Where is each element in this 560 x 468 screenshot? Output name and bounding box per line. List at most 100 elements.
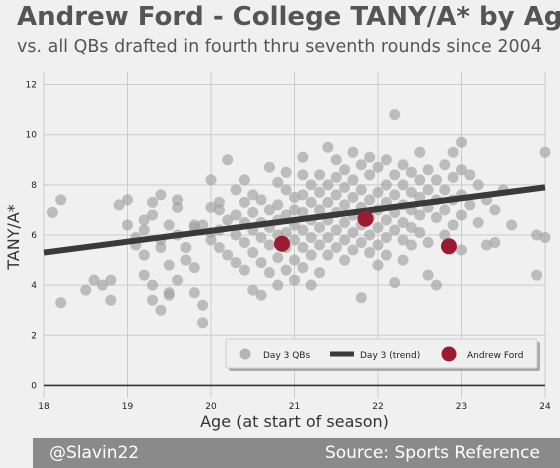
data-point-208 (472, 179, 484, 191)
x-axis-label: Age (at start of season) (200, 412, 389, 431)
footer-bar: @Slavin22 Source: Sports Reference (33, 438, 560, 468)
data-point-111 (314, 221, 326, 233)
data-point-15 (138, 249, 150, 261)
data-point-151 (372, 186, 384, 198)
data-point-216 (531, 229, 543, 241)
data-point-163 (389, 169, 401, 181)
legend-label-ford: Andrew Ford (467, 351, 523, 361)
data-point-112 (314, 239, 326, 251)
y-axis-label: TANY/A* (4, 204, 23, 271)
data-point-107 (305, 279, 317, 291)
data-point-183 (414, 226, 426, 238)
data-point-54 (230, 209, 242, 221)
data-point-149 (364, 247, 376, 259)
data-point-5 (96, 279, 108, 291)
data-point-189 (430, 174, 442, 186)
data-point-136 (347, 226, 359, 238)
data-point-17 (147, 209, 159, 221)
data-point-115 (322, 179, 334, 191)
chart-title: Andrew Ford - College TANY/A* by Age (17, 2, 560, 32)
data-point-155 (372, 259, 384, 271)
data-point-177 (405, 221, 417, 233)
data-point-167 (389, 277, 401, 289)
data-point-146 (364, 194, 376, 206)
data-point-193 (439, 159, 451, 171)
data-point-172 (397, 234, 409, 246)
data-point-38 (188, 287, 200, 299)
data-point-9 (122, 194, 133, 206)
data-point-58 (238, 196, 250, 208)
data-point-133 (347, 174, 359, 186)
data-point-72 (263, 161, 275, 173)
data-point-215 (506, 219, 518, 231)
data-point-103 (305, 196, 317, 208)
data-point-139 (355, 184, 367, 196)
data-point-50 (222, 154, 234, 166)
data-point-94 (289, 274, 300, 286)
data-point-4 (88, 274, 100, 286)
data-point-114 (322, 141, 334, 153)
data-point-138 (355, 159, 367, 171)
data-point-175 (405, 186, 417, 198)
y-tick-label-4: 8 (31, 181, 37, 191)
data-point-181 (414, 191, 426, 203)
data-point-41 (197, 317, 209, 329)
y-tick-label-6: 12 (26, 81, 37, 91)
data-point-39 (197, 219, 209, 231)
data-point-60 (238, 237, 250, 249)
data-point-197 (447, 146, 459, 158)
y-tick-label-5: 10 (26, 131, 38, 141)
highlight-point-2 (440, 238, 457, 255)
data-point-206 (464, 169, 476, 181)
data-point-0 (46, 206, 58, 218)
data-point-108 (314, 169, 326, 181)
data-point-192 (430, 279, 442, 291)
data-point-119 (322, 249, 334, 261)
data-point-95 (297, 151, 309, 163)
data-point-40 (197, 299, 209, 311)
data-point-174 (405, 166, 417, 178)
highlight-points (273, 210, 457, 255)
data-point-150 (372, 161, 384, 173)
data-point-105 (305, 232, 317, 244)
data-point-121 (330, 171, 342, 183)
data-point-47 (213, 204, 225, 216)
x-tick-label-4: 22 (372, 402, 383, 412)
data-point-213 (489, 237, 501, 249)
data-point-200 (447, 219, 459, 231)
data-point-137 (347, 244, 359, 256)
data-point-2 (55, 297, 67, 309)
data-point-32 (172, 274, 184, 286)
data-point-57 (238, 174, 250, 186)
data-point-204 (456, 209, 467, 221)
data-point-164 (389, 189, 401, 201)
data-point-56 (230, 257, 242, 269)
data-point-7 (105, 274, 117, 286)
data-point-131 (339, 254, 351, 266)
data-point-212 (489, 204, 501, 216)
data-point-33 (180, 242, 192, 254)
data-point-218 (539, 146, 551, 158)
data-point-157 (380, 179, 392, 191)
data-point-201 (456, 136, 467, 148)
data-point-67 (255, 194, 267, 206)
data-point-65 (247, 247, 259, 259)
data-point-45 (205, 234, 217, 246)
data-point-159 (380, 214, 392, 226)
data-point-184 (422, 164, 434, 176)
data-point-127 (339, 181, 351, 193)
data-point-161 (380, 249, 392, 261)
data-point-76 (263, 267, 275, 279)
trend-line (43, 184, 546, 256)
data-point-179 (414, 146, 426, 158)
data-point-16 (138, 269, 150, 281)
data-point-84 (280, 184, 292, 196)
data-point-77 (272, 176, 284, 188)
data-point-83 (280, 166, 292, 178)
data-point-101 (297, 262, 309, 274)
x-tick-label-6: 24 (539, 402, 551, 412)
data-point-178 (405, 239, 417, 251)
data-point-96 (297, 169, 309, 181)
data-point-185 (422, 184, 434, 196)
